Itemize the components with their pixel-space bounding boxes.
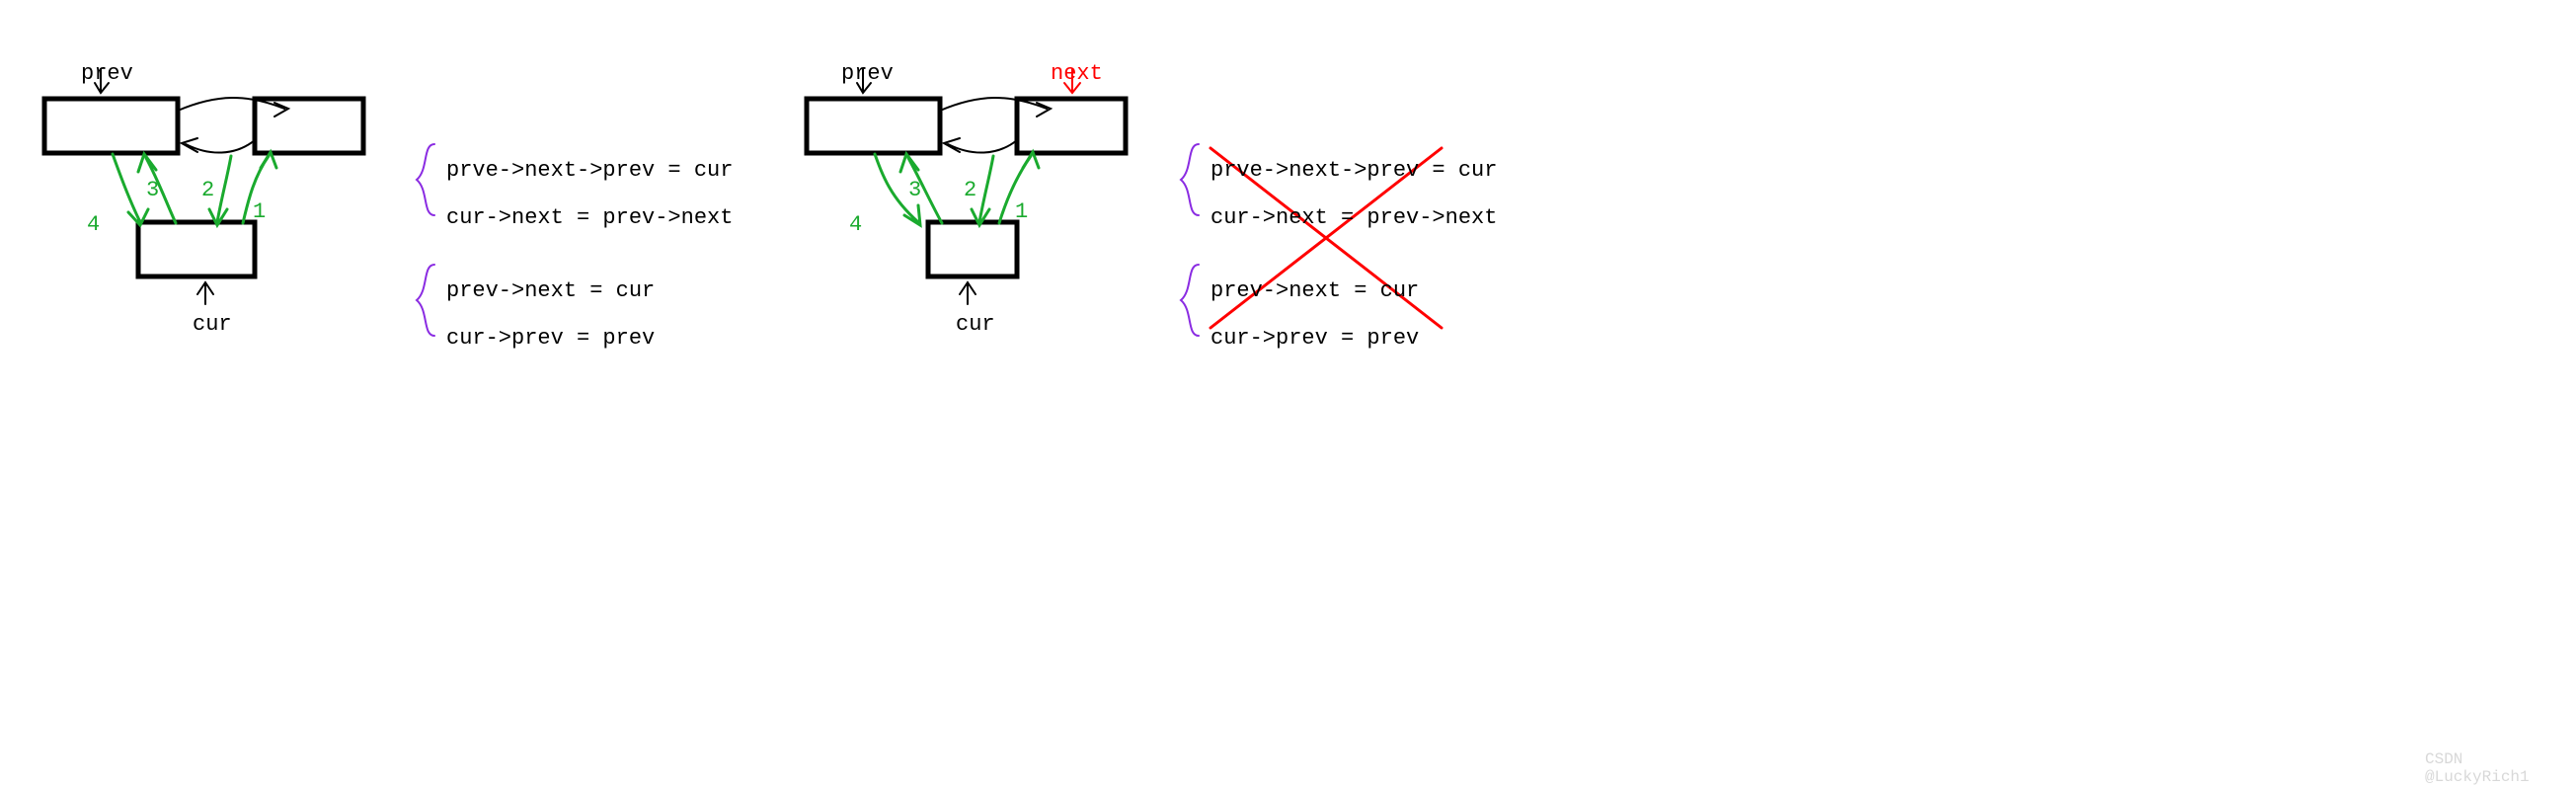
left-step-1: 1 (253, 199, 266, 224)
left-cur-box (138, 222, 255, 276)
right-code-2: cur->next = prev->next (1210, 205, 1497, 230)
watermark: CSDN @LuckyRich1 (2425, 750, 2576, 786)
right-brace-1 (1181, 144, 1199, 215)
right-code-4: cur->prev = prev (1210, 326, 1419, 351)
left-dlist-arrow-bottom (182, 138, 255, 153)
left-label-cur: cur (193, 312, 232, 337)
left-code-3: prev->next = cur (446, 278, 655, 303)
right-label-cur: cur (956, 312, 995, 337)
left-code-2: cur->next = prev->next (446, 205, 733, 230)
right-step-4: 4 (849, 212, 862, 237)
left-brace-2 (417, 265, 434, 336)
right-step-2: 2 (964, 178, 976, 202)
right-code-1: prve->next->prev = cur (1210, 158, 1497, 183)
right-prev-box (807, 99, 940, 153)
right-step-3: 3 (908, 178, 921, 202)
right-label-next: next (1051, 61, 1103, 86)
left-prev-box (44, 99, 178, 153)
diagram-canvas (0, 0, 2576, 769)
right-brace-2 (1181, 265, 1199, 336)
left-next-box (255, 99, 363, 153)
left-green-g4 (113, 154, 148, 225)
left-code-1: prve->next->prev = cur (446, 158, 733, 183)
left-step-3: 3 (146, 178, 159, 202)
left-step-4: 4 (87, 212, 100, 237)
right-next-box (1017, 99, 1126, 153)
left-label-prev: prev (81, 61, 133, 86)
left-step-2: 2 (201, 178, 214, 202)
left-brace-1 (417, 144, 434, 215)
right-dlist-arrow-bottom (944, 138, 1017, 153)
right-cur-ptr (960, 282, 976, 304)
left-code-4: cur->prev = prev (446, 326, 655, 351)
left-cur-ptr (197, 282, 213, 304)
right-step-1: 1 (1015, 199, 1028, 224)
right-code-3: prev->next = cur (1210, 278, 1419, 303)
right-label-prev: prev (841, 61, 894, 86)
right-cur-box (928, 222, 1017, 276)
